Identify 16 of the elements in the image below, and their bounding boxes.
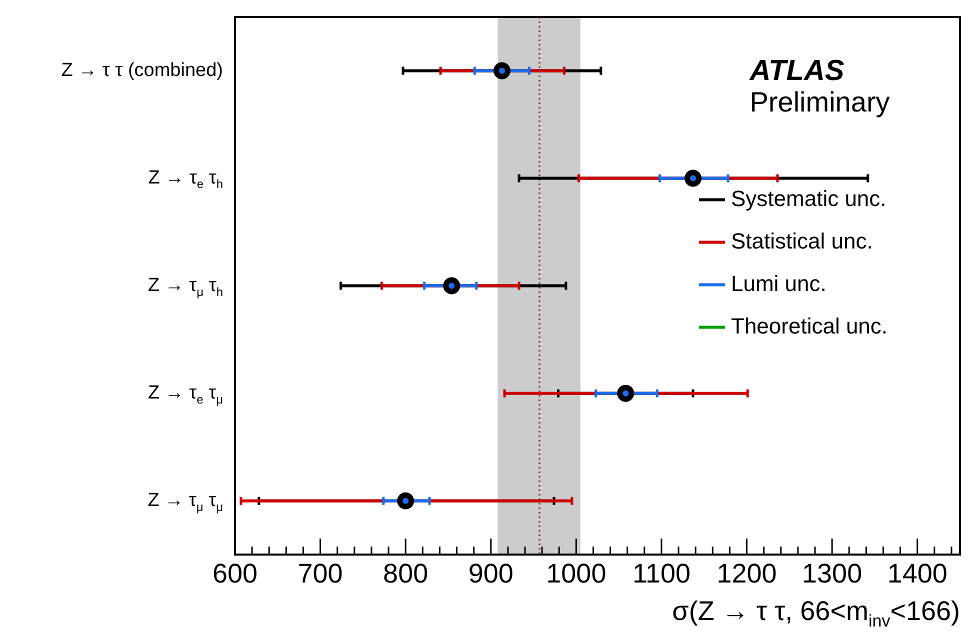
- x-tick-label: 900: [468, 558, 514, 588]
- x-tick-label: 600: [212, 558, 258, 588]
- legend-label: Lumi unc.: [731, 270, 826, 296]
- x-tick-label: 1100: [632, 558, 690, 588]
- legend-label: Theoretical unc.: [731, 313, 888, 338]
- annotation: ATLAS: [748, 55, 845, 87]
- x-tick-label: 1300: [802, 558, 862, 588]
- x-tick-label: 1200: [716, 558, 777, 588]
- x-tick-label: 800: [383, 558, 428, 588]
- x-tick-label: 1400: [887, 558, 948, 588]
- x-tick-label: 1000: [546, 558, 606, 588]
- y-tick-label: Z → τ τ (combined): [61, 60, 224, 81]
- legend-label: Statistical unc.: [731, 228, 873, 254]
- annotation: Preliminary: [750, 86, 890, 118]
- legend-label: Systematic unc.: [731, 186, 886, 211]
- x-tick-label: 700: [298, 558, 343, 588]
